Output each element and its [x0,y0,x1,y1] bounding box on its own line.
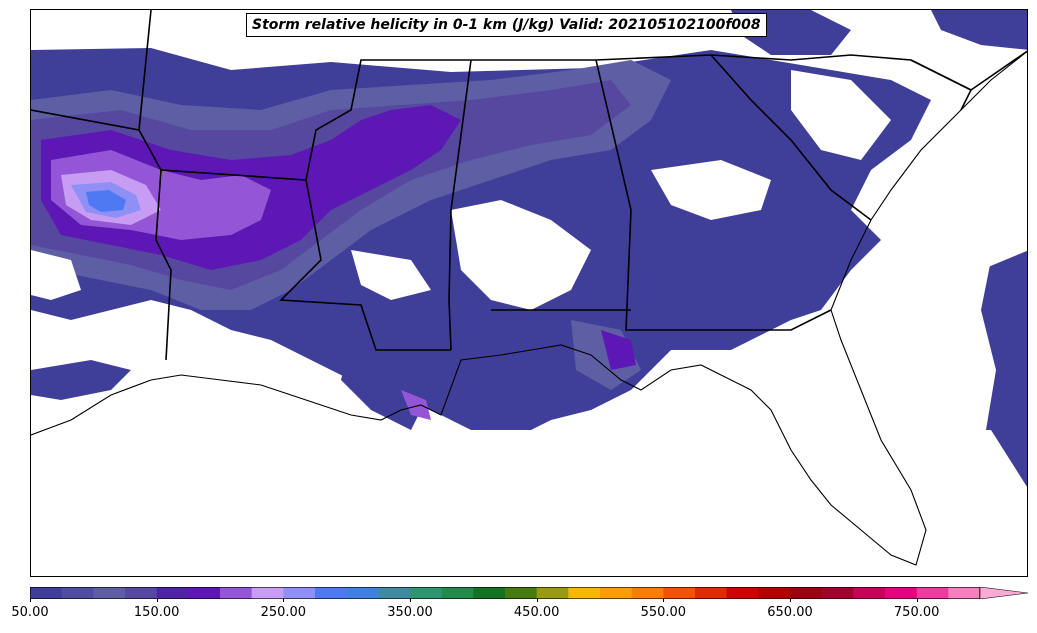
colorbar-tick-mark [790,598,791,602]
colorbar-cell [885,587,918,599]
colorbar-tick-label: 750.00 [893,605,940,620]
colorbar-cell [283,587,316,599]
colorbar-cell [663,587,696,599]
colorbar-cell [821,587,854,599]
colorbar-tick-mark [536,598,538,602]
colorbar-tick-label: 650.00 [767,605,813,620]
colorbar-cell [758,587,791,599]
colorbar-cell [156,587,189,599]
colorbar-cell [853,587,886,599]
colorbar-cell [61,587,94,599]
colorbar-tick-mark [283,598,285,602]
colorbar-tick-label: 150.00 [133,605,180,620]
colorbar-cell [410,587,443,599]
helicity-map [31,10,1027,576]
colorbar-cell [600,587,633,599]
colorbar-cell [695,587,728,599]
no-data-gaps [31,70,1027,576]
map-panel [30,9,1028,577]
map-title: Storm relative helicity in 0-1 km (J/kg)… [246,13,767,37]
colorbar-tick-mark [30,598,31,602]
colorbar-tick-mark [916,598,918,602]
colorbar-ticks: 50.00 150.00 250.00 350.00 450.00 550.00 650.0… [0,598,1037,633]
colorbar-cell [220,587,253,599]
colorbar-tick-mark [410,598,411,602]
colorbar-cell [188,587,221,599]
colorbar-cell [346,587,379,599]
helicity-band-300 [86,190,126,212]
colorbar-cell [473,587,506,599]
state-borders [31,10,1027,361]
colorbar-cell [505,587,538,599]
colorbar-tick-label: 550.00 [640,605,687,620]
colorbar-tick-label: 450.00 [513,605,560,620]
colorbar-outline [30,587,981,599]
colorbar [30,587,1028,599]
colorbar-tick-mark [663,598,665,602]
colorbar-cell [251,587,284,599]
colorbar-cell [93,587,126,599]
colorbar-tick-mark [156,598,158,602]
colorbar-tick-label: 50.00 [11,605,49,620]
colorbar-cell [568,587,601,599]
colorbar-cell [441,587,474,599]
coastlines [31,50,1027,566]
colorbar-cell [536,587,569,599]
colorbar-cell [315,587,348,599]
colorbar-tick-label: 250.00 [260,605,307,620]
colorbar-cell [948,587,981,599]
colorbar-cell [790,587,823,599]
colorbar-cell [30,587,63,599]
colorbar-cell [378,587,411,599]
colorbar-cell [125,587,158,599]
colorbar-cell [726,587,759,599]
colorbar-tick-label: 350.00 [387,605,433,620]
colorbar-cell [631,587,664,599]
colorbar-cell [916,587,949,599]
